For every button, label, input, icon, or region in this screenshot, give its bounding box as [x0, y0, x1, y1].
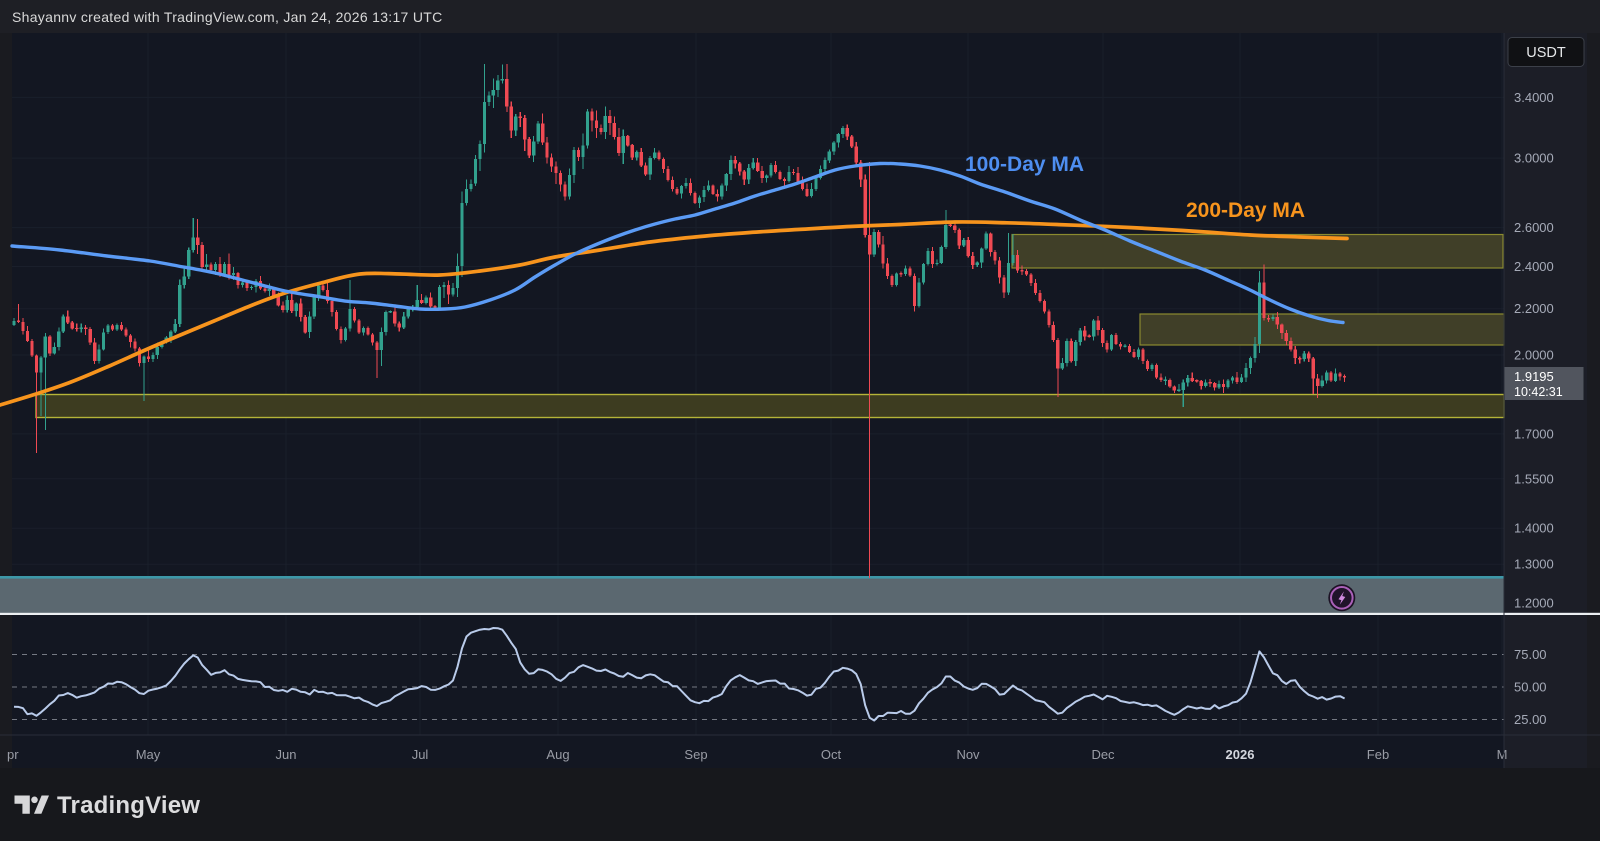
svg-text:Nov: Nov	[956, 747, 980, 762]
svg-text:2026: 2026	[1226, 747, 1255, 762]
svg-text:3.4000: 3.4000	[1514, 90, 1554, 105]
svg-text:1.5500: 1.5500	[1514, 471, 1554, 486]
svg-text:200-Day MA: 200-Day MA	[1186, 199, 1305, 222]
svg-text:Aug: Aug	[546, 747, 569, 762]
svg-text:3.0000: 3.0000	[1514, 151, 1554, 166]
svg-text:M: M	[1497, 747, 1508, 762]
svg-text:TradingView: TradingView	[57, 792, 200, 819]
svg-text:25.00: 25.00	[1514, 712, 1547, 727]
svg-text:2.0000: 2.0000	[1514, 348, 1554, 363]
svg-text:1.9195: 1.9195	[1514, 369, 1554, 384]
svg-text:Dec: Dec	[1091, 747, 1115, 762]
svg-text:10:42:31: 10:42:31	[1514, 385, 1563, 399]
svg-text:Sep: Sep	[684, 747, 707, 762]
svg-text:Jul: Jul	[412, 747, 429, 762]
svg-text:Jun: Jun	[276, 747, 297, 762]
svg-text:100-Day MA: 100-Day MA	[965, 153, 1084, 176]
svg-text:Shayannv created with TradingV: Shayannv created with TradingView.com, J…	[12, 9, 443, 25]
svg-text:50.00: 50.00	[1514, 680, 1547, 695]
svg-text:Feb: Feb	[1367, 747, 1389, 762]
svg-text:1.2000: 1.2000	[1514, 596, 1554, 611]
svg-text:Oct: Oct	[821, 747, 842, 762]
svg-text:1.3000: 1.3000	[1514, 557, 1554, 572]
svg-text:2.2000: 2.2000	[1514, 301, 1554, 316]
svg-text:2.4000: 2.4000	[1514, 259, 1554, 274]
svg-text:2.6000: 2.6000	[1514, 220, 1554, 235]
svg-text:1.7000: 1.7000	[1514, 426, 1554, 441]
svg-text:75.00: 75.00	[1514, 647, 1547, 662]
svg-text:1.4000: 1.4000	[1514, 521, 1554, 536]
svg-text:May: May	[136, 747, 161, 762]
svg-text:pr: pr	[7, 747, 19, 762]
svg-text:USDT: USDT	[1526, 45, 1566, 61]
